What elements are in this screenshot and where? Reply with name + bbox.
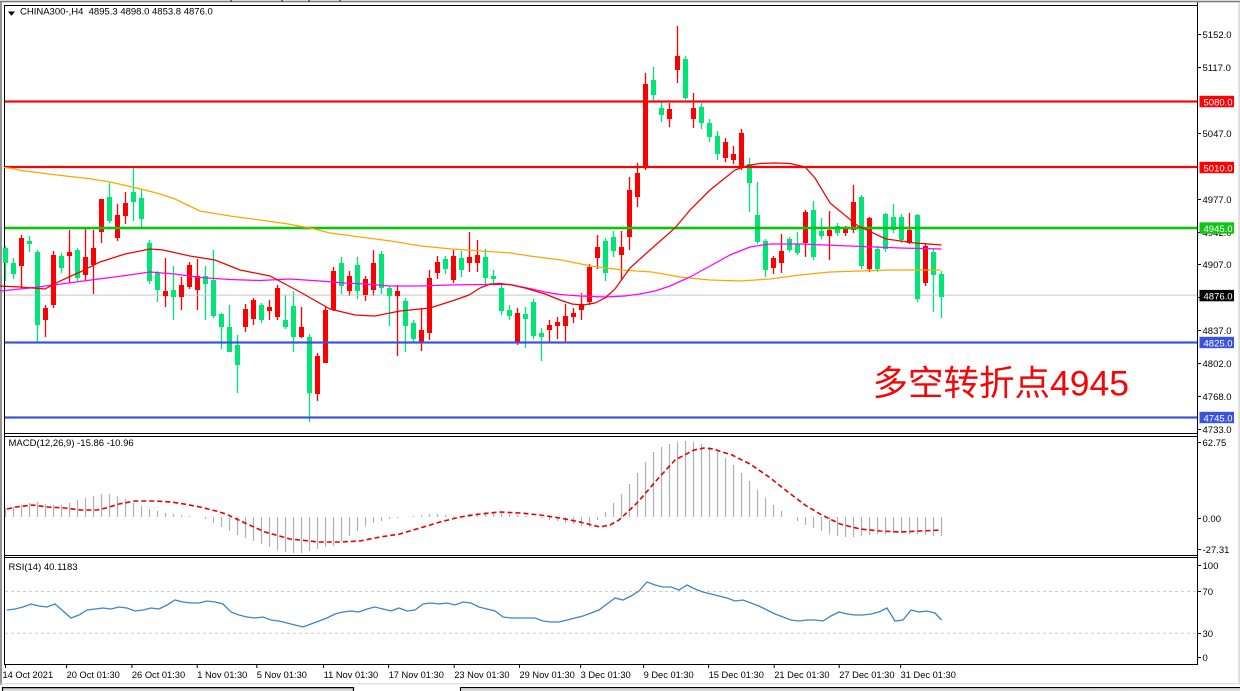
svg-text:4768.0: 4768.0 bbox=[1203, 392, 1232, 403]
svg-text:5010.0: 5010.0 bbox=[1204, 163, 1233, 174]
svg-text:15 Dec 01:30: 15 Dec 01:30 bbox=[709, 670, 764, 680]
svg-text:4825.0: 4825.0 bbox=[1204, 338, 1233, 349]
svg-text:29 Nov 01:30: 29 Nov 01:30 bbox=[520, 670, 575, 680]
svg-text:0: 0 bbox=[1203, 653, 1208, 664]
svg-text:4977.0: 4977.0 bbox=[1203, 195, 1232, 206]
svg-text:11 Nov 01:30: 11 Nov 01:30 bbox=[324, 670, 379, 680]
svg-text:4837.0: 4837.0 bbox=[1203, 326, 1232, 337]
svg-text:14 Oct 2021: 14 Oct 2021 bbox=[3, 670, 54, 680]
svg-text:4876.0: 4876.0 bbox=[1204, 291, 1233, 302]
svg-text:21 Dec 01:30: 21 Dec 01:30 bbox=[774, 670, 829, 680]
svg-text:9 Dec 01:30: 9 Dec 01:30 bbox=[644, 670, 694, 680]
svg-text:3 Dec 01:30: 3 Dec 01:30 bbox=[581, 670, 631, 680]
svg-text:-27.31: -27.31 bbox=[1203, 545, 1230, 556]
svg-text:4802.0: 4802.0 bbox=[1203, 359, 1232, 370]
svg-text:31 Dec 01:30: 31 Dec 01:30 bbox=[901, 670, 956, 680]
svg-text:62.75: 62.75 bbox=[1203, 438, 1227, 449]
svg-text:4745.0: 4745.0 bbox=[1204, 413, 1233, 424]
svg-text:17 Nov 01:30: 17 Nov 01:30 bbox=[389, 670, 444, 680]
svg-text:5047.0: 5047.0 bbox=[1203, 129, 1232, 140]
svg-text:5152.0: 5152.0 bbox=[1203, 30, 1232, 41]
svg-text:100: 100 bbox=[1203, 561, 1219, 572]
svg-text:4907.0: 4907.0 bbox=[1203, 260, 1232, 271]
svg-text:5 Nov 01:30: 5 Nov 01:30 bbox=[257, 670, 307, 680]
svg-text:23 Nov 01:30: 23 Nov 01:30 bbox=[454, 670, 509, 680]
svg-text:26 Oct 01:30: 26 Oct 01:30 bbox=[132, 670, 185, 680]
svg-text:4945: 4945 bbox=[1050, 363, 1129, 403]
svg-text:1 Nov 01:30: 1 Nov 01:30 bbox=[197, 670, 247, 680]
svg-text:4945.0: 4945.0 bbox=[1204, 224, 1233, 235]
svg-text:RSI(14) 40.1183: RSI(14) 40.1183 bbox=[9, 562, 78, 573]
svg-text:27 Dec 01:30: 27 Dec 01:30 bbox=[839, 670, 894, 680]
svg-text:CHINA300-,H4 4895.3 4898.0 48: CHINA300-,H4 4895.3 4898.0 4853.8 4876.0 bbox=[20, 7, 213, 18]
svg-text:20 Oct 01:30: 20 Oct 01:30 bbox=[67, 670, 120, 680]
svg-text:70: 70 bbox=[1203, 587, 1214, 598]
svg-text:4733.0: 4733.0 bbox=[1203, 425, 1232, 436]
svg-text:5117.0: 5117.0 bbox=[1203, 63, 1231, 74]
svg-text:30: 30 bbox=[1203, 629, 1214, 640]
svg-text:5080.0: 5080.0 bbox=[1204, 97, 1233, 108]
svg-text:MACD(12,26,9) -15.86 -10.96: MACD(12,26,9) -15.86 -10.96 bbox=[9, 438, 134, 449]
svg-text:0.00: 0.00 bbox=[1203, 514, 1222, 525]
